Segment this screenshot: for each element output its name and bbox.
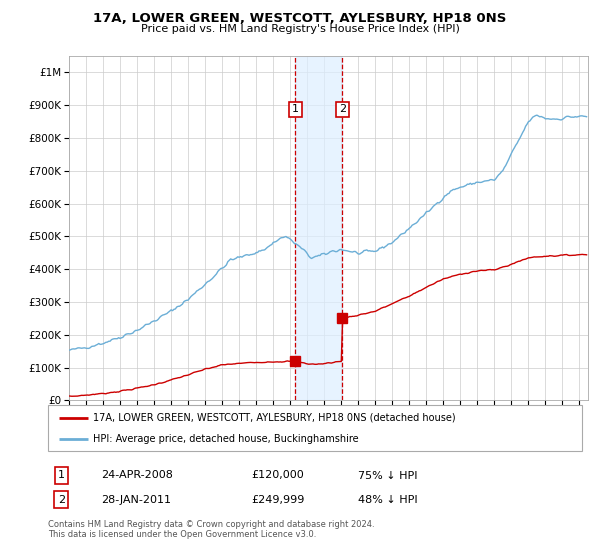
Text: 1: 1: [58, 470, 65, 480]
Text: 1: 1: [292, 104, 299, 114]
Text: 2: 2: [339, 104, 346, 114]
Text: 48% ↓ HPI: 48% ↓ HPI: [358, 495, 418, 505]
Text: £249,999: £249,999: [251, 495, 304, 505]
Text: 17A, LOWER GREEN, WESTCOTT, AYLESBURY, HP18 0NS (detached house): 17A, LOWER GREEN, WESTCOTT, AYLESBURY, H…: [94, 413, 456, 423]
Text: Contains HM Land Registry data © Crown copyright and database right 2024.
This d: Contains HM Land Registry data © Crown c…: [48, 520, 374, 539]
Text: £120,000: £120,000: [251, 470, 304, 480]
Text: HPI: Average price, detached house, Buckinghamshire: HPI: Average price, detached house, Buck…: [94, 435, 359, 444]
Bar: [295, 56, 343, 400]
Text: 75% ↓ HPI: 75% ↓ HPI: [358, 470, 417, 480]
Text: Price paid vs. HM Land Registry's House Price Index (HPI): Price paid vs. HM Land Registry's House …: [140, 24, 460, 34]
Text: 28-JAN-2011: 28-JAN-2011: [101, 495, 172, 505]
Text: 17A, LOWER GREEN, WESTCOTT, AYLESBURY, HP18 0NS: 17A, LOWER GREEN, WESTCOTT, AYLESBURY, H…: [94, 12, 506, 25]
Text: 2: 2: [58, 495, 65, 505]
Text: 24-APR-2008: 24-APR-2008: [101, 470, 173, 480]
